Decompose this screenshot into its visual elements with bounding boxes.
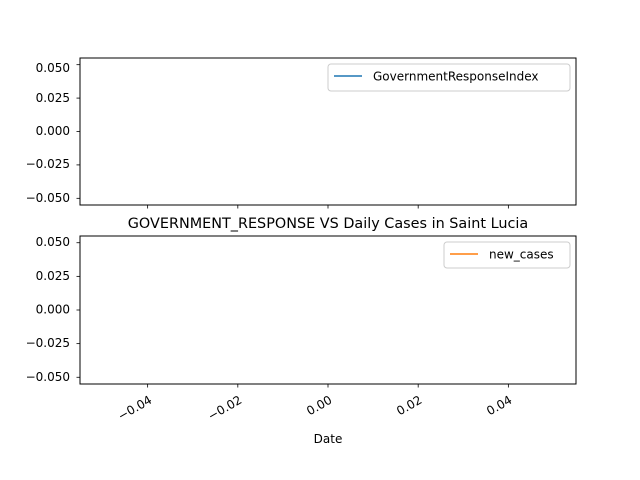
x-tick-labels-bottom: −0.04 −0.02 0.00 0.02 0.04 [115,393,514,424]
legend-bottom: new_cases [443,241,571,269]
y-tick-label: 0.000 [36,124,70,138]
y-tick-labels-bottom: 0.050 0.025 0.000 −0.025 −0.050 [26,235,70,384]
ticks-bottom [76,242,509,388]
y-tick-label: 0.050 [36,235,70,249]
y-tick-label: −0.025 [26,157,70,171]
legend-label-new-cases: new_cases [489,248,554,262]
y-tick-label: −0.050 [26,191,70,205]
y-tick-labels-top: 0.050 0.025 0.000 −0.025 −0.050 [26,61,70,205]
y-tick-label: 0.000 [36,303,70,317]
x-tick-label: −0.04 [115,393,154,424]
x-tick-label: 0.02 [394,393,424,418]
x-tick-label: 0.00 [304,393,334,418]
y-tick-label: 0.025 [36,91,70,105]
y-tick-label: −0.050 [26,370,70,384]
legend-box [443,241,571,269]
ticks-top [76,64,509,209]
y-tick-label: −0.025 [26,336,70,350]
subplot-top: 0.050 0.025 0.000 −0.025 −0.050 Governme… [26,57,577,209]
legend-box [327,63,571,92]
x-axis-label: Date [314,432,343,446]
subplot-bottom: GOVERNMENT_RESPONSE VS Daily Cases in Sa… [26,216,577,446]
x-tick-label: 0.04 [484,393,514,418]
y-tick-label: 0.025 [36,269,70,283]
x-tick-label: −0.02 [205,393,244,424]
legend-label-government-response-index: GovernmentResponseIndex [373,70,539,84]
chart-title: GOVERNMENT_RESPONSE VS Daily Cases in Sa… [128,216,528,232]
legend-top: GovernmentResponseIndex [327,63,571,92]
y-tick-label: 0.050 [36,61,70,75]
